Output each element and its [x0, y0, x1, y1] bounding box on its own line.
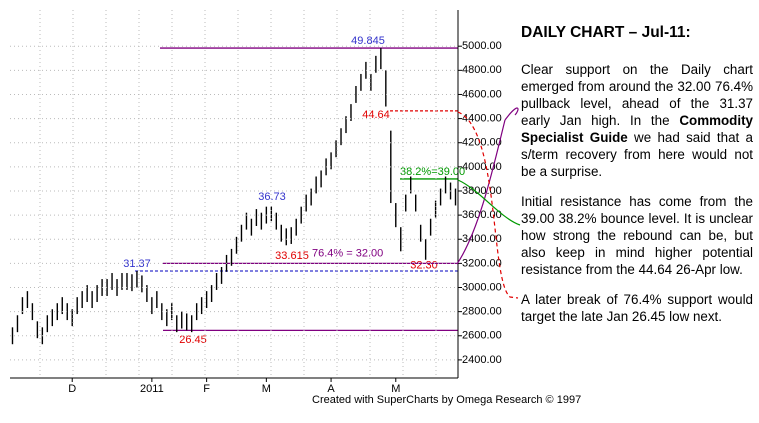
x-tick-label: M — [262, 383, 271, 395]
x-tick-label: A — [327, 383, 335, 395]
annotation: 36.73 — [258, 191, 286, 203]
x-tick-label: 2011 — [140, 383, 164, 395]
connector — [456, 119, 506, 265]
text: A later break of 76.4% support would tar… — [521, 292, 753, 324]
y-tick-label: 3800.00 — [462, 185, 502, 197]
y-tick-label: 3000.00 — [462, 281, 502, 293]
level-label: 31.37 — [123, 258, 151, 270]
level-label: 76.4% = 32.00 — [312, 247, 383, 259]
y-tick-label: 3200.00 — [462, 257, 502, 269]
x-tick-label: D — [68, 383, 76, 395]
y-tick-label: 4400.00 — [462, 112, 502, 124]
text: Clear support on the Daily chart emerged… — [521, 62, 753, 128]
y-tick-label: 4000.00 — [462, 161, 502, 173]
paragraph: Clear support on the Daily chart emerged… — [521, 61, 753, 180]
paragraph: A later break of 76.4% support would tar… — [521, 291, 753, 325]
y-tick-label: 2800.00 — [462, 306, 502, 318]
annotation: 32.30 — [410, 260, 438, 272]
level-label: 38.2%=39.00 — [400, 166, 465, 178]
connector — [457, 111, 519, 299]
x-tick-label: F — [203, 383, 210, 395]
y-tick-label: 4600.00 — [462, 88, 502, 100]
commentary-title: DAILY CHART – Jul-11: — [521, 24, 691, 41]
bold-text: Commodity Specialist Guide — [521, 113, 753, 145]
y-tick-label: 4200.00 — [462, 137, 502, 149]
y-tick-label: 2400.00 — [462, 354, 502, 366]
paragraph: Initial resistance has come from the 39.… — [521, 193, 753, 278]
text: we had said that a s/term recovery from … — [521, 130, 753, 179]
y-tick-label: 3600.00 — [462, 209, 502, 221]
y-tick-label: 4800.00 — [462, 64, 502, 76]
connector — [504, 107, 519, 121]
y-tick-label: 5000.00 — [462, 40, 502, 52]
connector — [457, 179, 521, 226]
footer: Created with SuperCharts by Omega Resear… — [312, 394, 581, 406]
level-label: 44.64 — [362, 109, 390, 121]
level-label: 26.45 — [179, 334, 207, 346]
commentary: DAILY CHART – Jul-11: Clear support on t… — [521, 24, 753, 338]
x-tick-label: M — [391, 383, 400, 395]
annotation: 33.615 — [275, 250, 309, 262]
level-label: 49.845 — [351, 35, 385, 47]
y-tick-label: 2600.00 — [462, 330, 502, 342]
text: Initial resistance has come from the 39.… — [521, 194, 753, 277]
